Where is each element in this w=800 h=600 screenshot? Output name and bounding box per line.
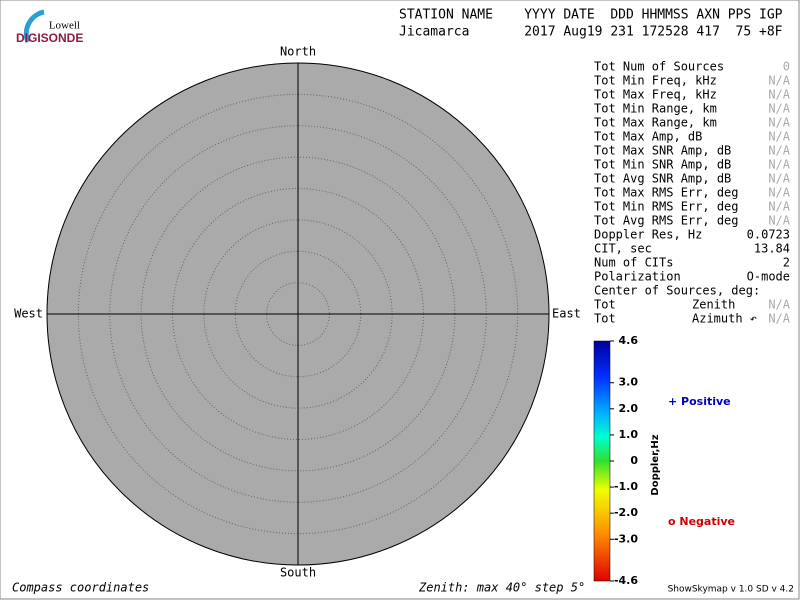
stat-label: Azimuth ↶: [692, 312, 757, 326]
legend-negative: o Negative: [668, 515, 735, 528]
stat-label: Tot Max Range, km: [594, 116, 717, 130]
colorbar-tick-label: -3.0: [614, 532, 638, 545]
stat-label: Tot Avg SNR Amp, dB: [594, 172, 731, 186]
stat-value: N/A: [768, 116, 790, 130]
footer-center: Zenith: max 40° step 5°: [418, 581, 585, 595]
stat-value: N/A: [768, 298, 790, 312]
colorbar-tick-label: -4.6: [614, 574, 638, 587]
stat-value: N/A: [768, 200, 790, 214]
colorbar: [593, 340, 611, 582]
legend-positive: + Positive: [668, 395, 731, 408]
stat-label: Tot: [594, 312, 616, 326]
stat-value: N/A: [768, 186, 790, 200]
compass-label: East: [552, 307, 581, 321]
stat-value: N/A: [768, 144, 790, 158]
stat-label: Tot Min SNR Amp, dB: [594, 158, 731, 172]
stat-label: Tot Min Range, km: [594, 102, 717, 116]
stat-value: N/A: [768, 312, 790, 326]
compass-label: North: [280, 45, 316, 59]
stat-value: 13.84: [754, 242, 790, 256]
stat-label: Doppler Res, Hz: [594, 228, 702, 242]
compass-label: West: [14, 307, 43, 321]
stat-label: Tot Min Freq, kHz: [594, 74, 717, 88]
stat-label: Num of CITs: [594, 256, 673, 270]
colorbar-tick-label: 2.0: [619, 402, 639, 415]
stat-value: N/A: [768, 102, 790, 116]
footer-left: Compass coordinates: [12, 581, 149, 595]
stat-label: Polarization: [594, 270, 681, 284]
stat-value: N/A: [768, 88, 790, 102]
colorbar-tick-label: 1.0: [619, 428, 639, 441]
stat-value: 0.0723: [747, 228, 790, 242]
colorbar-label: Doppler,Hz: [650, 434, 661, 495]
colorbar-tick-label: 3.0: [619, 376, 639, 389]
stat-value: N/A: [768, 172, 790, 186]
colorbar-tick-label: 0: [630, 454, 638, 467]
stat-value: N/A: [768, 214, 790, 228]
stat-label: Tot Avg RMS Err, deg: [594, 214, 739, 228]
header-line: STATION NAME YYYY DATE DDD HHMMSS AXN PP…: [399, 8, 783, 23]
stat-label: CIT, sec: [594, 242, 652, 256]
stat-label: Zenith: [692, 298, 735, 312]
stat-value: 2: [783, 256, 790, 270]
stat-label: Tot Max RMS Err, deg: [594, 186, 739, 200]
stat-value: N/A: [768, 158, 790, 172]
stat-label: Tot Num of Sources: [594, 60, 724, 74]
logo-bottom: DIGISONDE: [16, 31, 83, 45]
stat-value: O-mode: [747, 270, 790, 284]
stat-label: Tot Min RMS Err, deg: [594, 200, 739, 214]
stat-label: Tot: [594, 298, 616, 312]
colorbar-tick-label: -2.0: [614, 506, 638, 519]
footer-right: ShowSkymap v 1.0 SD v 4.2: [668, 585, 794, 595]
logo-arc: [23, 9, 45, 43]
colorbar-tick-label: 4.6: [619, 334, 639, 347]
stat-label: Tot Max Amp, dB: [594, 130, 702, 144]
compass-label: South: [280, 566, 316, 580]
stats-heading: Center of Sources, deg:: [594, 284, 760, 298]
colorbar-tick-label: -1.0: [614, 480, 638, 493]
stat-label: Tot Max Freq, kHz: [594, 88, 717, 102]
stat-label: Tot Max SNR Amp, dB: [594, 144, 731, 158]
stat-value: 0: [783, 60, 790, 74]
stat-value: N/A: [768, 130, 790, 144]
stat-value: N/A: [768, 74, 790, 88]
header-line: Jicamarca 2017 Aug19 231 172528 417 75 +…: [399, 25, 783, 40]
logo-top: Lowell: [49, 20, 80, 32]
